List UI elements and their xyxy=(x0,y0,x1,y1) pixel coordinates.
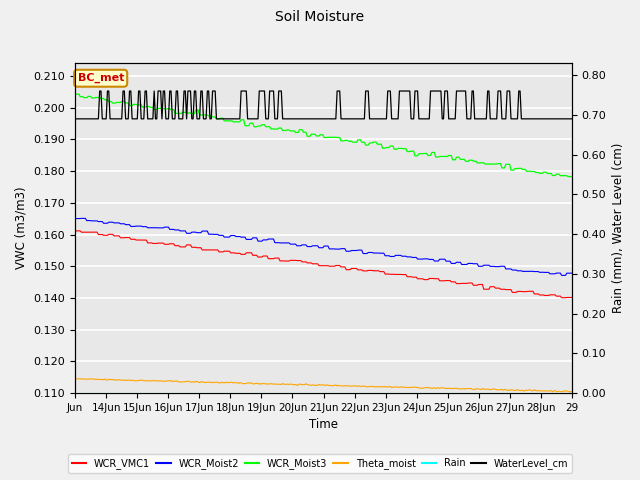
WCR_VMC1 xyxy=(88,229,96,235)
WCR_Moist2 xyxy=(427,256,435,262)
WCR_VMC1 xyxy=(327,264,335,269)
WCR_Moist3 xyxy=(426,153,433,158)
Theta_moist xyxy=(79,376,86,382)
Theta_moist xyxy=(567,389,575,395)
WaterLevel_cm xyxy=(427,88,435,94)
Line: WCR_VMC1: WCR_VMC1 xyxy=(75,231,572,298)
WCR_Moist2 xyxy=(568,270,576,276)
Y-axis label: Rain (mm), Water Level (cm): Rain (mm), Water Level (cm) xyxy=(612,143,625,313)
WCR_Moist2 xyxy=(105,219,113,225)
WCR_VMC1 xyxy=(557,295,565,300)
WaterLevel_cm xyxy=(105,88,113,94)
WaterLevel_cm xyxy=(568,116,576,122)
Line: WCR_Moist3: WCR_Moist3 xyxy=(75,94,572,177)
WCR_Moist2 xyxy=(567,270,575,276)
WCR_Moist2 xyxy=(77,216,85,221)
WCR_Moist3 xyxy=(327,134,335,140)
WCR_VMC1 xyxy=(568,295,576,300)
Line: WaterLevel_cm: WaterLevel_cm xyxy=(75,91,572,119)
WCR_Moist3 xyxy=(564,174,572,180)
WCR_Moist3 xyxy=(71,91,79,97)
Rain xyxy=(327,390,335,396)
WaterLevel_cm xyxy=(88,116,96,122)
Theta_moist xyxy=(500,386,508,392)
WCR_Moist2 xyxy=(500,264,508,269)
WCR_VMC1 xyxy=(566,295,573,300)
Line: WCR_Moist2: WCR_Moist2 xyxy=(75,218,572,276)
WCR_Moist2 xyxy=(90,218,97,224)
Theta_moist xyxy=(328,383,336,389)
WaterLevel_cm xyxy=(328,116,336,122)
Theta_moist xyxy=(90,376,97,382)
Rain xyxy=(568,390,576,396)
Legend: WCR_VMC1, WCR_Moist2, WCR_Moist3, Theta_moist, Rain, WaterLevel_cm: WCR_VMC1, WCR_Moist2, WCR_Moist3, Theta_… xyxy=(68,454,572,473)
WCR_VMC1 xyxy=(104,232,111,238)
WCR_Moist2 xyxy=(328,246,336,252)
Y-axis label: VWC (m3/m3): VWC (m3/m3) xyxy=(15,187,28,269)
Rain xyxy=(88,390,96,396)
X-axis label: Time: Time xyxy=(309,419,338,432)
WCR_VMC1 xyxy=(499,287,507,292)
Rain xyxy=(71,390,79,396)
Rain xyxy=(104,390,111,396)
Theta_moist xyxy=(427,385,435,391)
Rain xyxy=(499,390,507,396)
Text: BC_met: BC_met xyxy=(77,73,124,84)
WCR_Moist2 xyxy=(557,273,565,278)
WCR_Moist3 xyxy=(568,174,576,180)
WaterLevel_cm xyxy=(71,116,79,122)
WCR_Moist3 xyxy=(88,95,96,101)
WCR_Moist3 xyxy=(104,97,111,103)
WCR_Moist2 xyxy=(71,216,79,221)
WaterLevel_cm xyxy=(566,116,573,122)
WaterLevel_cm xyxy=(500,116,508,122)
Line: Theta_moist: Theta_moist xyxy=(75,379,572,392)
Theta_moist xyxy=(568,388,576,394)
Theta_moist xyxy=(105,376,113,382)
WCR_Moist3 xyxy=(499,165,507,171)
Text: Soil Moisture: Soil Moisture xyxy=(275,10,365,24)
WCR_VMC1 xyxy=(71,228,79,234)
Rain xyxy=(426,390,433,396)
Theta_moist xyxy=(548,389,556,395)
WaterLevel_cm xyxy=(96,88,104,94)
WCR_Moist3 xyxy=(566,174,573,180)
WCR_VMC1 xyxy=(426,276,433,281)
Theta_moist xyxy=(71,376,79,382)
Rain xyxy=(564,390,572,396)
